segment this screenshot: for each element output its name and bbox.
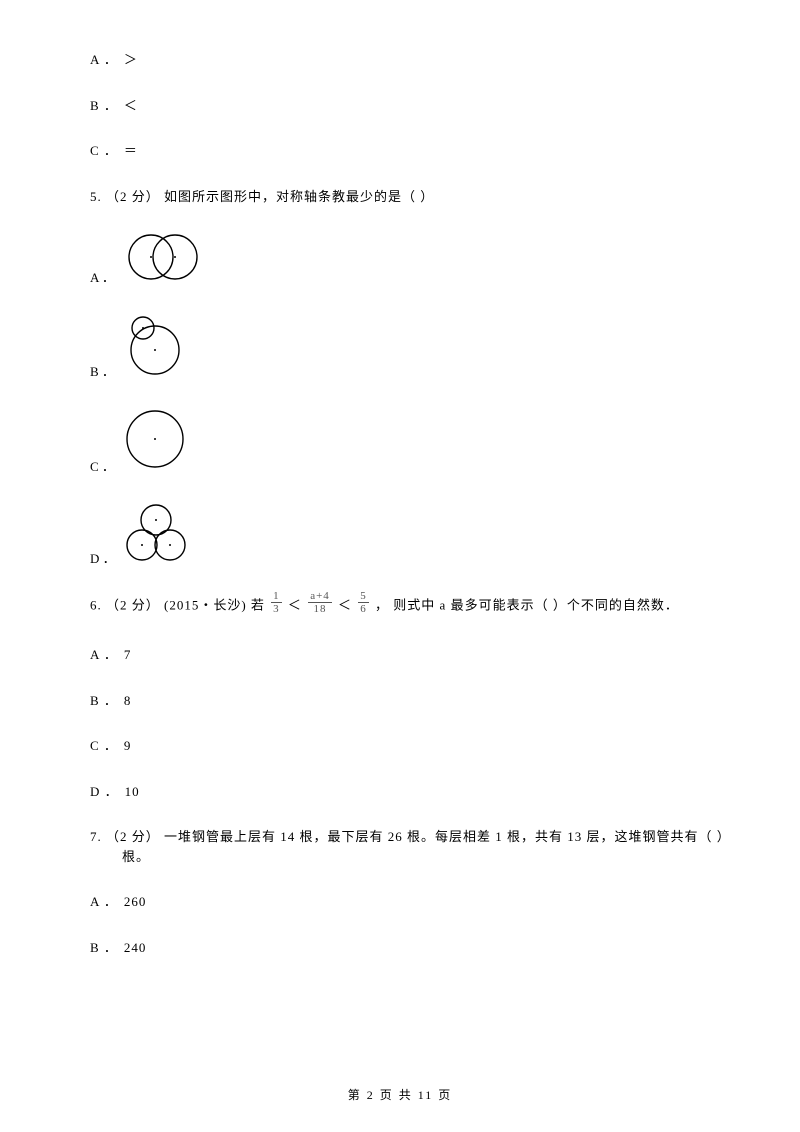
option-label: C ． xyxy=(90,736,118,756)
option-value: 260 xyxy=(124,892,147,912)
fraction-1: 1 3 xyxy=(271,590,282,615)
q5-stem: 5. （2 分） 如图所示图形中，对称轴条教最少的是（ ） xyxy=(90,187,740,207)
q5-option-a: A ． xyxy=(90,232,740,288)
single-circle-icon xyxy=(123,407,187,477)
two-overlapping-circles-icon xyxy=(123,232,203,288)
option-label: B ． xyxy=(90,691,118,711)
option-label: B ． xyxy=(90,96,118,116)
q5-option-c: C ． xyxy=(90,407,740,477)
denominator: 18 xyxy=(311,603,328,615)
option-value: ＜ xyxy=(124,96,138,116)
option-label: C ． xyxy=(90,141,118,161)
denominator: 3 xyxy=(271,603,282,615)
q6-option-b: B ． 8 xyxy=(90,691,740,711)
q6-option-d: D ． 10 xyxy=(90,782,740,802)
numerator: 1 xyxy=(271,590,282,603)
option-label: A ． xyxy=(90,892,118,912)
numerator: 5 xyxy=(358,590,369,603)
q4-option-b: B ． ＜ xyxy=(90,96,740,116)
q6-option-c: C ． 9 xyxy=(90,736,740,756)
three-circles-icon xyxy=(124,503,188,569)
option-value: 240 xyxy=(124,938,147,958)
q4-option-c: C ． ＝ xyxy=(90,141,740,161)
option-value: ＝ xyxy=(124,141,138,161)
q7-option-a: A ． 260 xyxy=(90,892,740,912)
option-value: 10 xyxy=(125,782,140,802)
option-label: C ． xyxy=(90,457,115,477)
page-footer: 第 2 页 共 11 页 xyxy=(0,1086,800,1104)
q6-prefix: 6. （2 分） (2015・长沙) 若 xyxy=(90,598,269,613)
option-value: ＞ xyxy=(124,50,138,70)
q4-option-a: A ． ＞ xyxy=(90,50,740,70)
fraction-2: a+4 18 xyxy=(308,590,332,615)
denominator: 6 xyxy=(358,603,369,615)
q6-stem: 6. （2 分） (2015・长沙) 若 1 3 ＜ a+4 18 ＜ 5 6 … xyxy=(90,594,740,619)
option-label: B ． xyxy=(90,938,118,958)
q7-option-b: B ． 240 xyxy=(90,938,740,958)
option-label: A ． xyxy=(90,50,118,70)
q5-option-d: D ． xyxy=(90,503,740,569)
less-than: ＜ xyxy=(338,598,356,613)
small-big-circle-icon xyxy=(123,314,183,382)
option-label: B ． xyxy=(90,362,115,382)
option-label: A ． xyxy=(90,268,115,288)
option-label: D ． xyxy=(90,549,116,569)
numerator: a+4 xyxy=(308,590,332,603)
q7-stem: 7. （2 分） 一堆钢管最上层有 14 根，最下层有 26 根。每层相差 1 … xyxy=(122,827,740,866)
fraction-3: 5 6 xyxy=(358,590,369,615)
option-value: 7 xyxy=(124,645,132,665)
less-than: ＜ xyxy=(288,598,306,613)
option-value: 9 xyxy=(124,736,132,756)
option-value: 8 xyxy=(124,691,132,711)
option-label: D ． xyxy=(90,782,119,802)
q6-option-a: A ． 7 xyxy=(90,645,740,665)
q6-suffix: ， 则式中 a 最多可能表示（ ）个不同的自然数． xyxy=(375,598,679,613)
q5-option-b: B ． xyxy=(90,314,740,382)
option-label: A ． xyxy=(90,645,118,665)
page-content: A ． ＞ B ． ＜ C ． ＝ 5. （2 分） 如图所示图形中，对称轴条教… xyxy=(0,0,800,957)
